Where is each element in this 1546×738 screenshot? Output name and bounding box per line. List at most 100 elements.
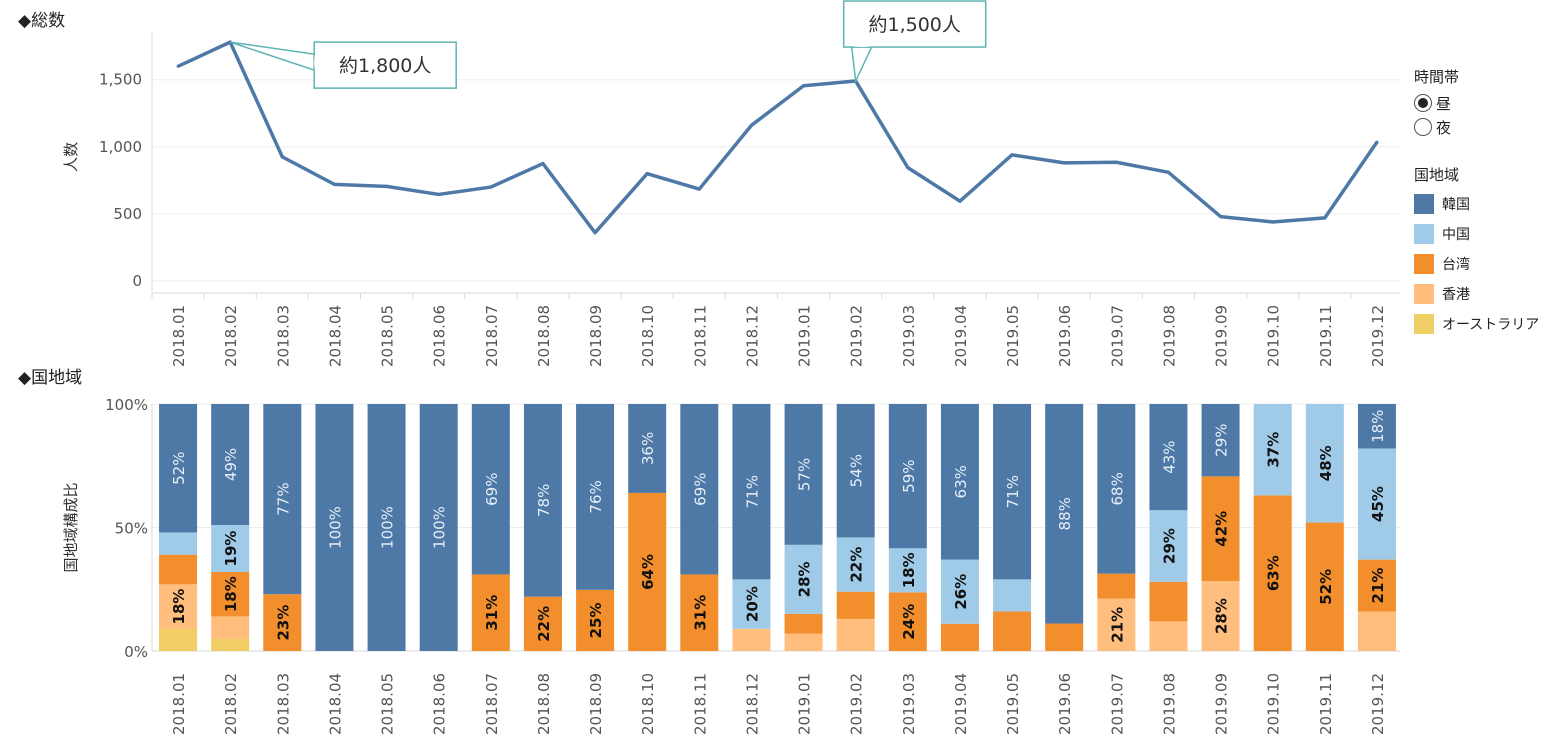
x-tick-label: 2019.01 xyxy=(796,673,814,735)
data-label: 78% xyxy=(535,484,553,517)
bar-segment xyxy=(836,591,875,619)
bar-segment xyxy=(1149,621,1188,651)
legend-item-australia[interactable]: オーストラリア xyxy=(1414,309,1539,339)
bar-segment xyxy=(628,492,667,651)
data-label: 42% xyxy=(1213,511,1231,547)
legend-item-china[interactable]: 中国 xyxy=(1414,219,1539,249)
x-tick-label: 2018.09 xyxy=(587,673,605,735)
legend-item-hongkong[interactable]: 香港 xyxy=(1414,279,1539,309)
bar-segment xyxy=(732,628,771,651)
legend-label: 中国 xyxy=(1442,227,1470,243)
x-tick-label: 2019.02 xyxy=(848,673,866,735)
callout-label: 約1,500人 xyxy=(868,14,960,36)
x-tick-label: 2018.11 xyxy=(691,305,709,367)
callout-box xyxy=(313,41,457,89)
bar-segment xyxy=(159,404,198,533)
region-legend: 国地域 韓国 中国 台湾 香港 オーストラリア xyxy=(1414,164,1539,339)
bar-segment xyxy=(471,574,510,651)
x-tick-label: 2018.02 xyxy=(222,305,240,367)
bar-segment xyxy=(732,404,771,580)
x-tick-label: 2018.03 xyxy=(274,305,292,367)
data-label: 48% xyxy=(1317,445,1335,481)
x-tick-label: 2018.05 xyxy=(379,305,397,367)
bar-segment xyxy=(523,404,562,597)
x-tick-label: 2019.08 xyxy=(1160,305,1178,367)
bar-segment xyxy=(784,633,823,651)
bar-segment xyxy=(993,579,1032,612)
x-tick-label: 2019.03 xyxy=(900,673,918,735)
x-tick-label: 2019.10 xyxy=(1265,673,1283,735)
data-label: 69% xyxy=(691,473,709,506)
bar-segment xyxy=(576,404,615,590)
data-label: 52% xyxy=(1317,569,1335,605)
data-label: 19% xyxy=(222,531,240,567)
y-tick-label: 0% xyxy=(124,643,148,661)
data-point xyxy=(1010,153,1014,157)
x-tick-label: 2019.12 xyxy=(1369,673,1387,735)
bar-segment xyxy=(888,592,927,651)
callout-pointer-mask xyxy=(851,46,872,48)
data-label: 63% xyxy=(952,465,970,498)
x-tick-label: 2019.11 xyxy=(1317,673,1335,735)
data-point xyxy=(645,172,649,176)
x-tick-label: 2018.08 xyxy=(535,673,553,735)
y-tick-label: 1,500 xyxy=(99,71,142,89)
time-option-day[interactable]: 昼 xyxy=(1414,91,1459,115)
bar-segment xyxy=(1253,404,1292,496)
data-label: 77% xyxy=(274,482,292,515)
x-tick-label: 2019.09 xyxy=(1213,673,1231,735)
data-label: 43% xyxy=(1160,440,1178,473)
data-label: 45% xyxy=(1369,486,1387,522)
bar-segment xyxy=(836,537,875,592)
total-line-chart: 0 500 1,000 1,500 人数 2018.01 2018.02 2018.03 201… xyxy=(62,0,1400,367)
data-point xyxy=(1219,215,1223,219)
data-label: 28% xyxy=(796,561,814,597)
data-label: 31% xyxy=(483,595,501,631)
data-point xyxy=(332,182,336,186)
bar-segment xyxy=(367,404,406,651)
data-point xyxy=(541,162,545,166)
time-filter-title: 時間帯 xyxy=(1414,68,1460,86)
bar-segment xyxy=(211,638,250,651)
data-label: 100% xyxy=(379,506,397,549)
data-label: 18% xyxy=(170,589,188,625)
bar-segment xyxy=(1149,404,1188,511)
data-label: 49% xyxy=(222,448,240,481)
y-tick-label: 0 xyxy=(132,272,142,290)
data-point xyxy=(1323,216,1327,220)
bar-segment xyxy=(940,623,979,651)
y-tick-label: 500 xyxy=(113,205,142,223)
bar-segment xyxy=(263,594,302,651)
bar-segment xyxy=(211,616,250,639)
x-tick-label: 2019.11 xyxy=(1317,305,1335,367)
data-point xyxy=(749,123,753,127)
bar-segment xyxy=(993,404,1032,580)
legend-item-taiwan[interactable]: 台湾 xyxy=(1414,249,1539,279)
bar-segment xyxy=(1201,581,1240,651)
data-label: 69% xyxy=(483,473,501,506)
data-label: 71% xyxy=(1004,475,1022,508)
x-tick-label: 2018.11 xyxy=(691,673,709,735)
data-label: 37% xyxy=(1265,432,1283,468)
bar-segment xyxy=(1149,510,1188,582)
x-tick-label: 2019.01 xyxy=(796,305,814,367)
bar-segment xyxy=(732,579,771,629)
bar-segment xyxy=(784,404,823,545)
bar-segment xyxy=(993,611,1032,651)
legend-item-korea[interactable]: 韓国 xyxy=(1414,189,1539,219)
total-section-title: ◆総数 xyxy=(18,11,66,31)
bar-segment xyxy=(523,596,562,651)
data-label: 28% xyxy=(1213,598,1231,634)
x-tick-label: 2018.01 xyxy=(170,673,188,735)
x-tick-label: 2018.10 xyxy=(639,673,657,735)
data-label: 31% xyxy=(691,595,709,631)
bar-segment xyxy=(628,404,667,493)
x-tick-label: 2019.04 xyxy=(952,673,970,735)
x-tick-label: 2019.05 xyxy=(1004,673,1022,735)
data-label: 22% xyxy=(535,606,553,642)
y-axis-label: 人数 xyxy=(62,142,80,172)
radio-selected-icon[interactable] xyxy=(1414,94,1432,112)
time-option-night[interactable]: 夜 xyxy=(1414,115,1459,139)
x-tick-label: 2019.04 xyxy=(952,305,970,367)
radio-unselected-icon[interactable] xyxy=(1414,118,1432,136)
